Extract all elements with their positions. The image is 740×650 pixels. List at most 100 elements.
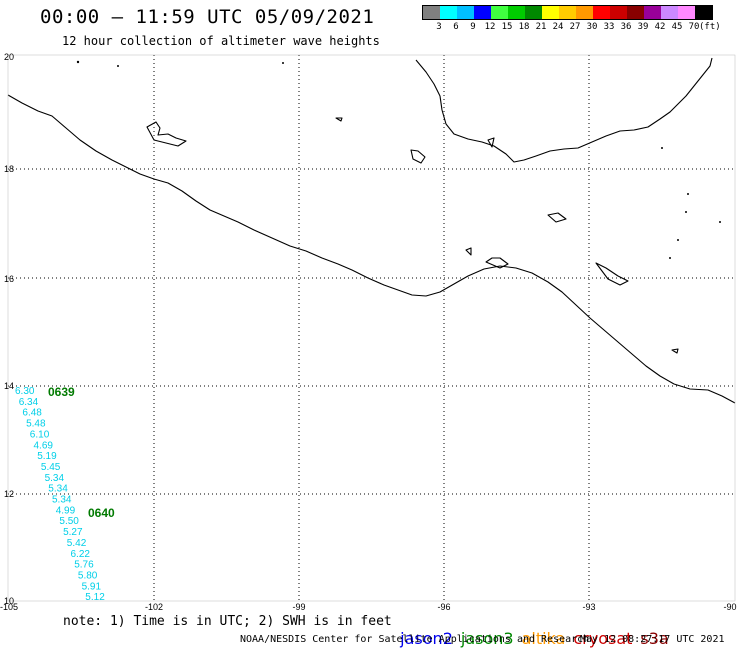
- islet: [677, 239, 679, 241]
- swh-value: 5.42: [67, 538, 87, 549]
- legend-swatch: [423, 6, 440, 19]
- legend-swatch: [661, 6, 678, 19]
- swh-value: 6.48: [22, 408, 42, 419]
- legend-label: 30: [586, 22, 598, 32]
- legend-swatch: [457, 6, 474, 19]
- swh-track-labels: 6.306.346.485.486.104.695.195.455.345.34…: [15, 386, 105, 603]
- units-note: note: 1) Time is in UTC; 2) SWH is in fe…: [63, 614, 392, 629]
- swh-value: 6.30: [15, 386, 35, 397]
- swh-value: 5.45: [41, 462, 61, 473]
- swh-value: 5.48: [26, 419, 46, 430]
- satellite-name: jason3: [460, 629, 514, 648]
- legend-swatch: [525, 6, 542, 19]
- y-tick-label: 18: [4, 164, 14, 174]
- legend-label: 39: [637, 22, 649, 32]
- pacific-coastline: [7, 94, 736, 404]
- swh-value: 4.69: [34, 440, 54, 451]
- legend-swatch: [593, 6, 610, 19]
- island-east: [547, 212, 567, 223]
- legend-swatch: [491, 6, 508, 19]
- legend-swatch: [576, 6, 593, 19]
- lake-inland: [595, 262, 629, 286]
- islet: [687, 193, 689, 195]
- swh-value: 5.12: [85, 592, 105, 603]
- legend-swatch: [678, 6, 695, 19]
- satellite-name: altika: [521, 629, 566, 648]
- lagoon-east: [410, 149, 426, 164]
- legend-label: 12: [484, 22, 496, 32]
- legend-swatch: [440, 6, 457, 19]
- gridlines: [8, 55, 735, 601]
- legend-swatch: [474, 6, 491, 19]
- islets: [76, 60, 721, 259]
- bay-lagoon: [485, 257, 509, 269]
- islet: [685, 211, 687, 213]
- wave-height-legend: 3 6 9 12 15 18 21 24 27 30 33 36 39 42 45 70 (ft): [422, 5, 721, 34]
- map-frame: [7, 54, 736, 602]
- swh-value: 5.34: [45, 473, 65, 484]
- legend-label: 27: [569, 22, 581, 32]
- legend-label: 18: [518, 22, 530, 32]
- satellite-legend: jason2 jason3 altika cryosat s3a: [390, 610, 677, 648]
- swh-value: 6.22: [71, 549, 91, 560]
- y-tick-label: 20: [4, 52, 14, 62]
- credit-line: NOAA/NESDIS Center for Satellite Applica…: [240, 634, 590, 645]
- swh-value: 6.34: [19, 397, 39, 408]
- legend-swatch: [695, 6, 712, 19]
- swh-value: 5.19: [37, 451, 57, 462]
- islet: [117, 65, 119, 67]
- swh-value: 5.76: [74, 560, 94, 571]
- legend-swatch: [627, 6, 644, 19]
- swh-value: 5.34: [52, 495, 72, 506]
- legend-swatch: [542, 6, 559, 19]
- islet: [76, 60, 80, 64]
- swh-value: 5.80: [78, 570, 98, 581]
- legend-label: 24: [552, 22, 564, 32]
- swh-value: 4.99: [56, 505, 76, 516]
- inlet-small-1: [335, 117, 343, 122]
- islet: [719, 221, 721, 223]
- pass-time-labels: 0639 0640: [48, 385, 115, 520]
- y-tick-label: 12: [4, 489, 14, 499]
- satellite-name: jason2: [400, 629, 453, 648]
- x-tick-label: -96: [437, 602, 450, 612]
- swh-value: 6.10: [30, 429, 50, 440]
- legend-color-bar: [422, 5, 713, 20]
- x-tick-label: -90: [723, 602, 736, 612]
- legend-swatch: [610, 6, 627, 19]
- lake-chapala: [146, 121, 187, 147]
- legend-label: 33: [603, 22, 615, 32]
- legend-swatch: [508, 6, 525, 19]
- swh-value: 5.34: [48, 484, 68, 495]
- pass-time-label: 0640: [88, 506, 115, 520]
- legend-label: 6: [453, 22, 459, 32]
- legend-label: 9: [470, 22, 476, 32]
- legend-label: 42: [654, 22, 666, 32]
- y-tick-label: 14: [4, 381, 14, 391]
- islet: [669, 257, 671, 259]
- legend-labels: 3 6 9 12 15 18 21 24 27 30 33 36 39 42 45 70 (ft): [422, 20, 720, 34]
- x-tick-label: -102: [145, 602, 163, 612]
- inlet-small-4: [487, 137, 495, 148]
- legend-label: 36: [620, 22, 632, 32]
- y-axis-labels: 20 18 16 14 12 10: [4, 52, 14, 606]
- swh-value: 5.50: [59, 516, 79, 527]
- legend-unit: (ft): [699, 22, 721, 32]
- swh-value: 5.91: [82, 581, 102, 592]
- generated-timestamp: May 12 08:27:17 UTC 2021: [580, 634, 725, 645]
- swh-value: 5.27: [63, 527, 83, 538]
- y-tick-label: 10: [4, 596, 14, 606]
- legend-label: 45: [671, 22, 683, 32]
- islet: [282, 62, 284, 64]
- pass-time-label: 0639: [48, 385, 75, 399]
- legend-label: 70: [688, 22, 700, 32]
- islet: [661, 147, 663, 149]
- legend-label: 15: [501, 22, 513, 32]
- page-title: 00:00 – 11:59 UTC 05/09/2021: [40, 6, 375, 28]
- x-axis-labels: -105 -102 -99 -96 -93 -90: [0, 602, 737, 612]
- inlet-small-2: [465, 247, 472, 256]
- satellite-name: cryosat: [573, 629, 633, 648]
- legend-label: 3: [436, 22, 442, 32]
- legend-label: 21: [535, 22, 547, 32]
